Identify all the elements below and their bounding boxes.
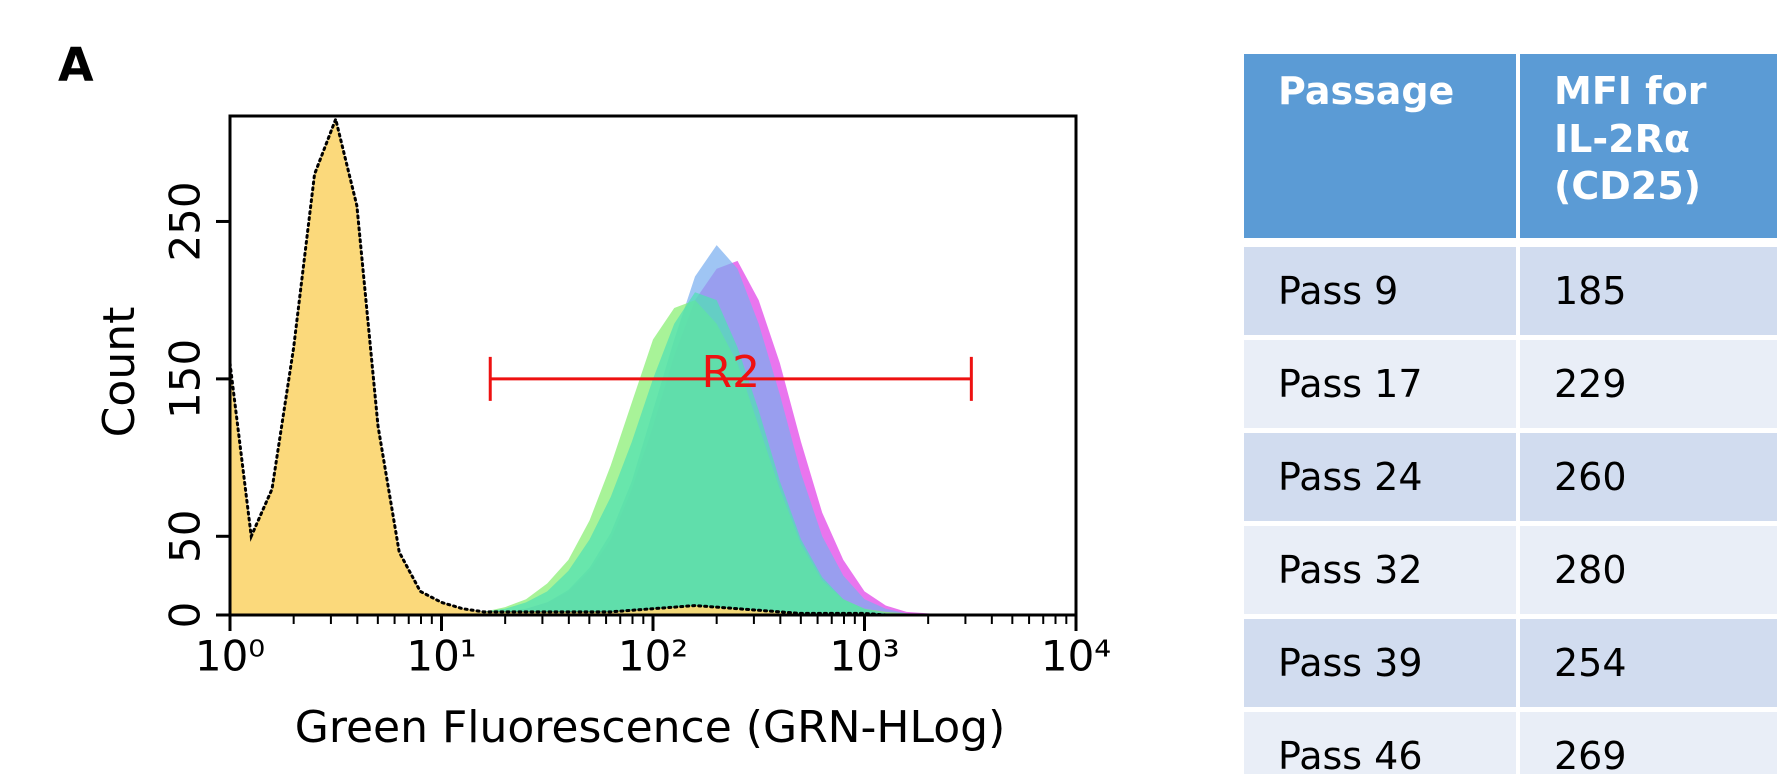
y-tick-label: 50 [161, 510, 210, 563]
table-cell: Pass 9 [1244, 247, 1516, 335]
header-text: Passage [1278, 69, 1455, 113]
plot-area [230, 116, 1076, 615]
table-cell: 254 [1520, 619, 1777, 707]
histogram-area [230, 292, 1076, 615]
y-axis-title: Count [94, 307, 145, 438]
panel-label: A [58, 38, 94, 92]
table-cell: Pass 46 [1244, 712, 1516, 774]
table-row: Pass 39 254 [1244, 619, 1777, 707]
x-tick-label: 10⁰ [195, 632, 265, 681]
table-row: Pass 9 185 [1244, 247, 1777, 335]
table-row: Pass 24 260 [1244, 433, 1777, 521]
table-row: Pass 46 269 [1244, 712, 1777, 774]
y-tick-label: 150 [161, 339, 210, 419]
table-row: Pass 32 280 [1244, 526, 1777, 614]
table-cell: Pass 17 [1244, 340, 1516, 428]
gate-label: R2 [702, 347, 761, 398]
table-cell: 280 [1520, 526, 1777, 614]
y-tick-label: 250 [161, 181, 210, 261]
header-cell: Passage [1244, 54, 1516, 238]
histogram-area [230, 116, 1076, 615]
table-header-row: Passage MFI for IL-2Rα (CD25) [1244, 54, 1777, 238]
x-tick-label: 10⁴ [1041, 632, 1111, 681]
table-row: Pass 17 229 [1244, 340, 1777, 428]
x-axis-title: Green Fluorescence (GRN-HLog) [295, 702, 1006, 753]
y-tick-label: 0 [161, 602, 210, 629]
table-cell: Pass 24 [1244, 433, 1516, 521]
header-text: MFI for IL-2Rα (CD25) [1554, 69, 1707, 208]
table: Passage MFI for IL-2Rα (CD25) Pass 9 185 Pas… [1244, 54, 1777, 774]
table-cell: 269 [1520, 712, 1777, 774]
x-tick-label: 10² [618, 632, 688, 681]
chart: A Green Fluorescence (GRN-HLog) Count R2… [58, 38, 1111, 754]
x-tick-label: 10³ [829, 632, 899, 681]
table-cell: 260 [1520, 433, 1777, 521]
table-cell: Pass 32 [1244, 526, 1516, 614]
header-cell: MFI for IL-2Rα (CD25) [1520, 54, 1777, 238]
table-cell: Pass 39 [1244, 619, 1516, 707]
x-tick-label: 10¹ [406, 632, 476, 681]
table-cell: 229 [1520, 340, 1777, 428]
table-cell: 185 [1520, 247, 1777, 335]
